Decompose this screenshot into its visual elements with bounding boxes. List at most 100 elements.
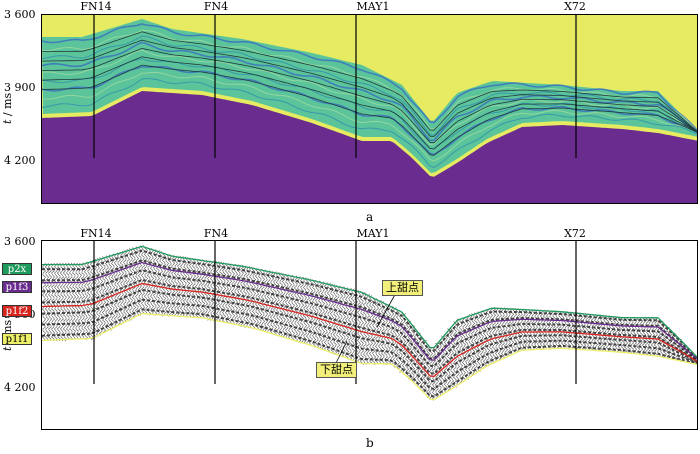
wiggle-trace xyxy=(468,314,473,377)
wiggle-trace xyxy=(116,251,121,327)
horizon-p1f2 xyxy=(42,282,697,378)
y-axis-var-a: t xyxy=(1,119,14,124)
seismic-texture xyxy=(42,29,697,133)
y-axis-var-b: t xyxy=(1,346,14,351)
wiggle-trace xyxy=(432,346,437,401)
wiggle-trace xyxy=(329,283,334,354)
wiggle-trace xyxy=(83,261,89,340)
horizon-p2x xyxy=(42,245,697,358)
wiggle-trace xyxy=(167,254,173,317)
wiggle-trace xyxy=(615,316,620,353)
panel-a-graphic xyxy=(42,15,697,203)
wiggle-trace xyxy=(546,309,551,349)
seismic-panel-b xyxy=(41,240,698,430)
wiggle-trace xyxy=(173,255,178,316)
wiggle-trace xyxy=(44,262,50,342)
wiggle-trace xyxy=(417,332,422,389)
wiggle-trace xyxy=(524,308,529,350)
well-label-b-may1: MAY1 xyxy=(356,227,390,240)
wiggle-trace xyxy=(374,298,379,365)
callout-leader-upper xyxy=(376,290,398,328)
seismic-texture xyxy=(42,78,697,169)
wiggle-trace xyxy=(551,310,556,349)
y-tick-a-3600: 3 600 xyxy=(4,8,36,21)
wiggle-trace xyxy=(305,277,310,345)
wiggle-trace xyxy=(668,329,673,359)
wiggle-trace xyxy=(66,262,71,340)
wiggle-trace xyxy=(312,279,317,348)
wiggle-trace xyxy=(392,307,397,368)
y-tick-a-3900: 3 900 xyxy=(4,81,36,94)
wiggle-trace xyxy=(53,262,59,342)
wiggle-trace xyxy=(146,247,152,316)
y-tick-b-3600: 3 600 xyxy=(4,235,36,248)
well-label-b-fn14: FN14 xyxy=(80,227,112,240)
horizon-line xyxy=(42,56,697,150)
wiggle-trace xyxy=(401,313,407,374)
wiggle-trace xyxy=(363,292,368,365)
wiggle-trace xyxy=(390,305,395,365)
wiggle-trace xyxy=(458,317,463,384)
seismic-panel-a xyxy=(41,14,698,204)
wiggle-trace xyxy=(386,304,392,365)
wiggle-trace xyxy=(224,262,229,324)
horizon-line xyxy=(42,39,697,137)
well-label-a-x72: X72 xyxy=(564,0,586,13)
wiggle-trace xyxy=(288,274,293,339)
seismic-texture xyxy=(42,35,697,137)
wiggle-trace xyxy=(537,309,542,350)
wiggle-trace xyxy=(203,259,208,319)
peak-streak xyxy=(42,269,697,368)
wiggle-trace xyxy=(156,250,161,315)
seismic-texture xyxy=(42,49,697,146)
wiggle-trace xyxy=(461,316,466,381)
wiggle-trace xyxy=(624,316,629,354)
seismic-texture xyxy=(42,58,697,150)
wiggle-trace xyxy=(449,324,454,390)
seismic-texture xyxy=(42,23,697,132)
peak-streak xyxy=(42,249,697,359)
wiggle-trace xyxy=(266,270,271,333)
wiggle-trace xyxy=(158,251,164,316)
caption-a: a xyxy=(366,210,374,224)
seismic-texture xyxy=(42,41,697,142)
wiggle-trace xyxy=(293,275,298,342)
wiggle-trace xyxy=(59,262,64,342)
panel-b-graphic xyxy=(42,241,697,401)
horizon-label-p1f2: p1f2 xyxy=(2,305,32,317)
wiggle-trace xyxy=(662,323,668,359)
horizon-p1f3 xyxy=(42,261,697,361)
wiggle-trace xyxy=(111,253,116,328)
wiggle-trace xyxy=(515,308,520,353)
wiggle-trace xyxy=(237,264,242,325)
wiggle-trace xyxy=(560,310,565,348)
wiggle-trace xyxy=(125,248,130,322)
wiggle-trace xyxy=(134,246,140,317)
wiggle-trace xyxy=(296,276,302,343)
y-axis-title-a: t / ms xyxy=(1,92,14,124)
wiggle-trace xyxy=(495,307,500,362)
horizon-label-p1f3: p1f3 xyxy=(2,281,32,293)
horizon-label-p2x: p2x xyxy=(2,263,32,275)
wiggle-trace xyxy=(489,307,494,364)
wiggle-trace xyxy=(132,247,137,318)
wiggle-trace xyxy=(404,317,410,378)
peak-streak xyxy=(42,298,697,390)
wiggle-trace xyxy=(605,315,610,352)
peak-streak xyxy=(42,308,697,398)
horizon-p1f1 xyxy=(42,312,697,401)
wiggle-trace xyxy=(506,307,511,357)
callout-upper-sweet-spot: 上甜点 xyxy=(382,280,423,296)
peak-streak xyxy=(42,259,697,360)
horizon-label-p1f1: p1f1 xyxy=(2,333,32,345)
wiggle-trace xyxy=(359,290,365,366)
wiggle-trace xyxy=(308,278,314,345)
wiggle-trace xyxy=(356,290,361,363)
horizon-line xyxy=(42,64,697,156)
wiggle-trace xyxy=(258,268,263,331)
wiggle-trace xyxy=(233,263,238,325)
wiggle-trace xyxy=(285,273,290,339)
wiggle-trace xyxy=(170,255,176,316)
wiggle-trace xyxy=(80,262,85,339)
y-axis-unit-a: / ms xyxy=(1,92,14,120)
